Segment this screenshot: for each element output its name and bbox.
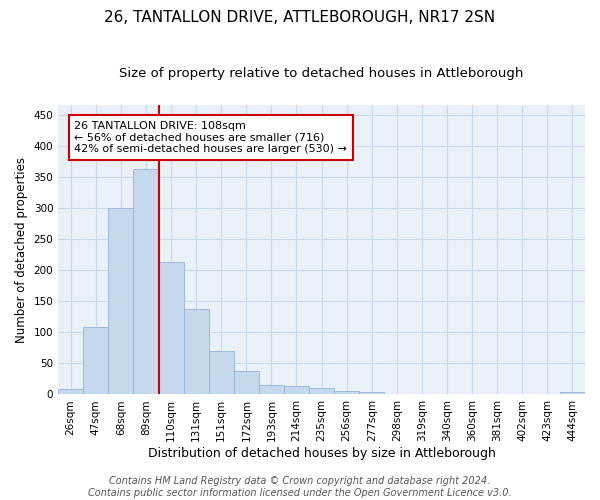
Title: Size of property relative to detached houses in Attleborough: Size of property relative to detached ho… [119, 68, 524, 80]
Bar [133, 168, 158, 394]
Y-axis label: Number of detached properties: Number of detached properties [15, 157, 28, 343]
Bar [234, 371, 259, 394]
Bar [158, 262, 184, 394]
Bar [109, 208, 133, 394]
Bar [334, 390, 359, 394]
Bar [83, 328, 109, 394]
Text: 26 TANTALLON DRIVE: 108sqm
← 56% of detached houses are smaller (716)
42% of sem: 26 TANTALLON DRIVE: 108sqm ← 56% of deta… [74, 121, 347, 154]
Bar [58, 390, 83, 394]
Bar [560, 392, 585, 394]
Bar [284, 386, 309, 394]
Bar [359, 392, 385, 394]
Bar [184, 310, 209, 394]
X-axis label: Distribution of detached houses by size in Attleborough: Distribution of detached houses by size … [148, 447, 496, 460]
Text: 26, TANTALLON DRIVE, ATTLEBOROUGH, NR17 2SN: 26, TANTALLON DRIVE, ATTLEBOROUGH, NR17 … [104, 10, 496, 25]
Text: Contains HM Land Registry data © Crown copyright and database right 2024.
Contai: Contains HM Land Registry data © Crown c… [88, 476, 512, 498]
Bar [309, 388, 334, 394]
Bar [209, 351, 234, 395]
Bar [259, 385, 284, 394]
